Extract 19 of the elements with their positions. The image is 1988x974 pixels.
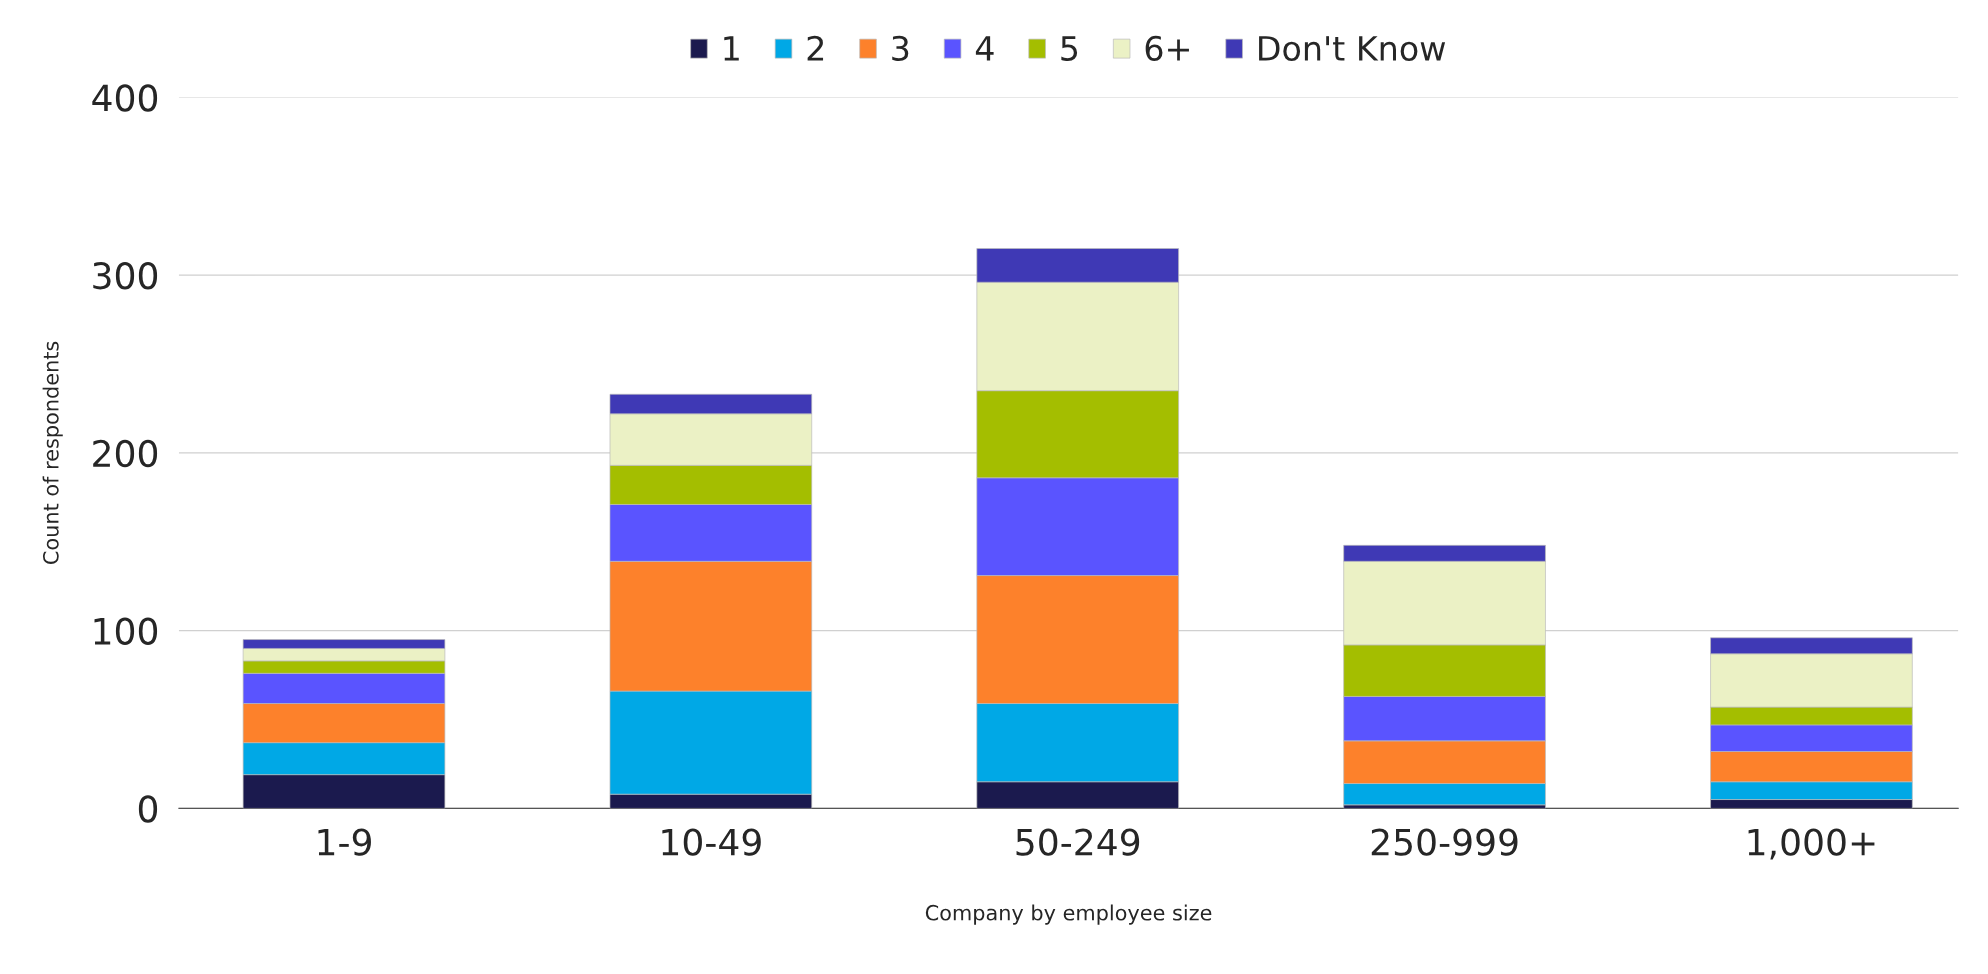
x-tick-label: 250-999 — [1371, 828, 1518, 856]
legend-label: 2 — [807, 35, 824, 61]
legend-label: 3 — [892, 35, 909, 61]
x-axis-title: Company by employee size — [925, 904, 1212, 925]
x-tick-label: 50-249 — [1016, 828, 1140, 856]
y-tick-label: 100 — [94, 617, 158, 645]
y-tick-label: 300 — [93, 262, 158, 290]
x-tick-label: 1-9 — [318, 828, 371, 856]
legend-label: 1 — [724, 36, 739, 61]
legend-label: 6+ — [1145, 35, 1189, 61]
legend-label: 4 — [975, 36, 994, 61]
x-tick-label: 1,000+ — [1748, 828, 1875, 860]
y-tick-label: 200 — [93, 439, 158, 468]
x-tick-label: 10-49 — [662, 828, 761, 856]
y-tick-label: 0 — [138, 795, 158, 823]
legend-label: Don't Know — [1259, 36, 1446, 61]
legend-label: 5 — [1061, 36, 1078, 61]
y-tick-label: 400 — [92, 84, 158, 112]
y-axis-title: Count of respondents — [42, 341, 63, 564]
